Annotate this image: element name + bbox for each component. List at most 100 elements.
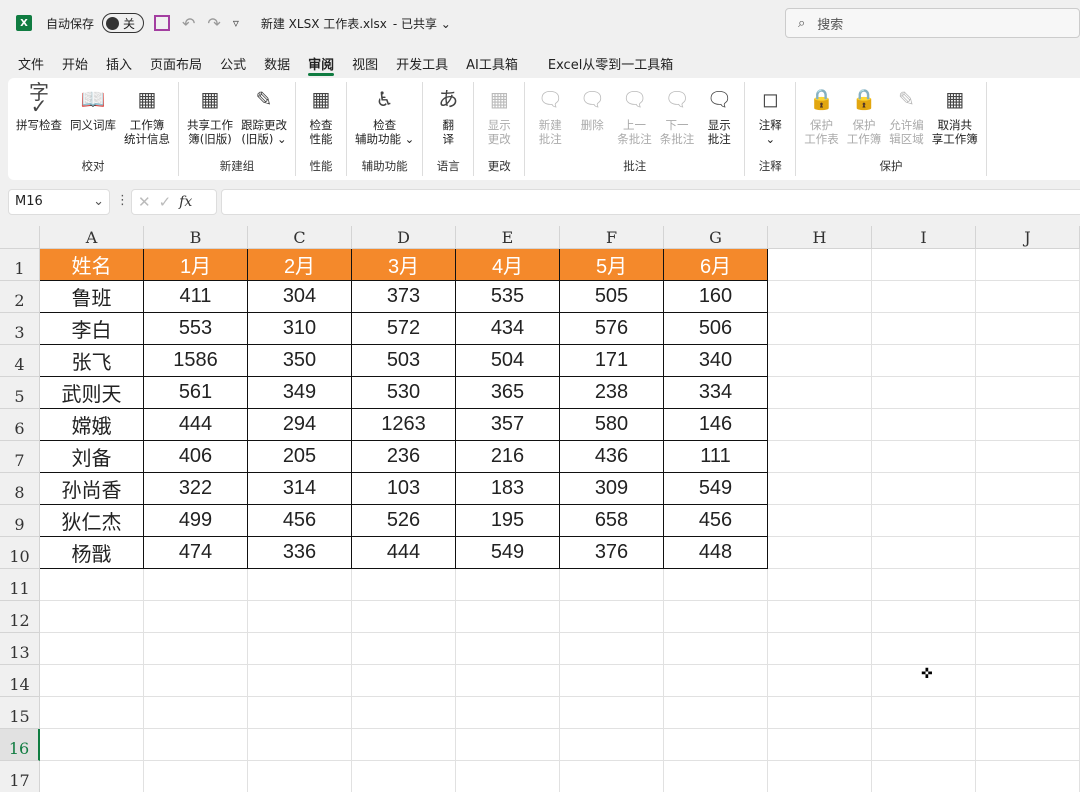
row-header[interactable]: 4 xyxy=(0,345,40,377)
cell[interactable] xyxy=(976,345,1080,377)
table-cell[interactable]: 456 xyxy=(664,505,768,537)
table-cell[interactable]: 1586 xyxy=(144,345,248,377)
tab-9[interactable]: AI工具箱 xyxy=(466,58,518,73)
undo-icon[interactable]: ↶ xyxy=(182,13,196,33)
table-cell[interactable]: 111 xyxy=(664,441,768,473)
row-header[interactable]: 2 xyxy=(0,281,40,313)
table-cell[interactable]: 526 xyxy=(352,505,456,537)
row-header[interactable]: 6 xyxy=(0,409,40,441)
tab-2[interactable]: 插入 xyxy=(106,58,133,73)
table-cell[interactable]: 444 xyxy=(352,537,456,569)
cell[interactable] xyxy=(872,409,976,441)
tab-0[interactable]: 文件 xyxy=(18,58,45,73)
cell[interactable] xyxy=(40,569,144,601)
cell[interactable] xyxy=(144,665,248,697)
tab-7[interactable]: 视图 xyxy=(352,58,379,73)
column-header[interactable]: E xyxy=(456,226,560,249)
row-header[interactable]: 14 xyxy=(0,665,40,697)
table-cell[interactable]: 195 xyxy=(456,505,560,537)
table-header-cell[interactable]: 4月 xyxy=(456,249,560,281)
row-header[interactable]: 10 xyxy=(0,537,40,569)
cell[interactable] xyxy=(40,665,144,697)
cell[interactable] xyxy=(768,473,872,505)
table-cell[interactable]: 236 xyxy=(352,441,456,473)
cell[interactable] xyxy=(872,697,976,729)
cell[interactable] xyxy=(144,633,248,665)
cell[interactable] xyxy=(40,729,144,761)
tab-1[interactable]: 开始 xyxy=(62,58,89,73)
select-all-corner[interactable] xyxy=(0,226,40,249)
ribbon-button[interactable]: ▦ 共享工作 簿(旧版) xyxy=(183,82,237,158)
autosave-toggle[interactable]: 关 xyxy=(102,13,145,33)
table-cell[interactable]: 503 xyxy=(352,345,456,377)
cell[interactable] xyxy=(768,249,872,281)
spreadsheet-grid[interactable]: A B C D E F G H I J 1 姓名 1月 2月 3月 4月 5月 6月 2 鲁班 411 304 373 535… xyxy=(0,226,1080,792)
column-header[interactable]: F xyxy=(560,226,664,249)
cell[interactable] xyxy=(872,505,976,537)
table-cell[interactable]: 350 xyxy=(248,345,352,377)
cell[interactable] xyxy=(456,729,560,761)
table-cell[interactable]: 鲁班 xyxy=(40,281,144,313)
table-cell[interactable]: 357 xyxy=(456,409,560,441)
cell[interactable] xyxy=(768,281,872,313)
table-cell[interactable]: 506 xyxy=(664,313,768,345)
cell[interactable] xyxy=(768,697,872,729)
ribbon-button[interactable]: 🗨 上一 条批注 xyxy=(613,82,656,158)
cell[interactable] xyxy=(352,729,456,761)
cell[interactable] xyxy=(456,569,560,601)
cell[interactable] xyxy=(144,601,248,633)
column-header[interactable]: I xyxy=(872,226,976,249)
table-cell[interactable]: 刘备 xyxy=(40,441,144,473)
table-cell[interactable]: 310 xyxy=(248,313,352,345)
cell[interactable] xyxy=(976,505,1080,537)
cell[interactable] xyxy=(872,601,976,633)
customize-toolbar-icon[interactable]: ▿ xyxy=(232,16,239,30)
ribbon-button[interactable]: ✎ 允许编 辑区域 xyxy=(885,82,928,158)
ribbon-button[interactable]: ▦ 检查 性能 xyxy=(300,82,342,158)
row-header[interactable]: 12 xyxy=(0,601,40,633)
table-cell[interactable]: 576 xyxy=(560,313,664,345)
cell[interactable] xyxy=(872,249,976,281)
cell[interactable] xyxy=(456,697,560,729)
cell[interactable] xyxy=(664,729,768,761)
cell[interactable] xyxy=(560,729,664,761)
ribbon-button[interactable]: 🔒 保护 工作表 xyxy=(800,82,843,158)
cell[interactable] xyxy=(872,313,976,345)
table-cell[interactable]: 李白 xyxy=(40,313,144,345)
cell[interactable] xyxy=(976,249,1080,281)
table-cell[interactable]: 103 xyxy=(352,473,456,505)
table-cell[interactable]: 411 xyxy=(144,281,248,313)
table-header-cell[interactable]: 姓名 xyxy=(40,249,144,281)
cell[interactable] xyxy=(976,281,1080,313)
row-header[interactable]: 16 xyxy=(0,729,40,761)
ribbon-button[interactable]: ✎ 跟踪更改 (旧版) ⌄ xyxy=(237,82,291,158)
table-header-cell[interactable]: 5月 xyxy=(560,249,664,281)
table-cell[interactable]: 狄仁杰 xyxy=(40,505,144,537)
table-cell[interactable]: 373 xyxy=(352,281,456,313)
row-header[interactable]: 3 xyxy=(0,313,40,345)
table-header-cell[interactable]: 3月 xyxy=(352,249,456,281)
table-cell[interactable]: 309 xyxy=(560,473,664,505)
cell[interactable] xyxy=(560,601,664,633)
column-header[interactable]: G xyxy=(664,226,768,249)
row-header[interactable]: 17 xyxy=(0,761,40,792)
row-header[interactable]: 1 xyxy=(0,249,40,281)
table-cell[interactable]: 216 xyxy=(456,441,560,473)
ribbon-button[interactable]: ♿ 检查 辅助功能 ⌄ xyxy=(351,82,418,158)
table-cell[interactable]: 146 xyxy=(664,409,768,441)
cell[interactable] xyxy=(456,633,560,665)
cell[interactable] xyxy=(664,697,768,729)
cell[interactable] xyxy=(872,729,976,761)
cell[interactable] xyxy=(768,377,872,409)
table-cell[interactable]: 572 xyxy=(352,313,456,345)
table-cell[interactable]: 武则天 xyxy=(40,377,144,409)
table-cell[interactable]: 406 xyxy=(144,441,248,473)
ribbon-button[interactable]: ▦ 显示 更改 xyxy=(478,82,520,158)
shared-status[interactable]: - 已共享 ⌄ xyxy=(392,16,451,31)
cell[interactable] xyxy=(456,665,560,697)
table-cell[interactable]: 365 xyxy=(456,377,560,409)
ribbon-button[interactable]: ▦ 工作簿 统计信息 xyxy=(120,82,174,158)
cell[interactable] xyxy=(456,601,560,633)
column-header[interactable]: D xyxy=(352,226,456,249)
cell[interactable] xyxy=(872,473,976,505)
